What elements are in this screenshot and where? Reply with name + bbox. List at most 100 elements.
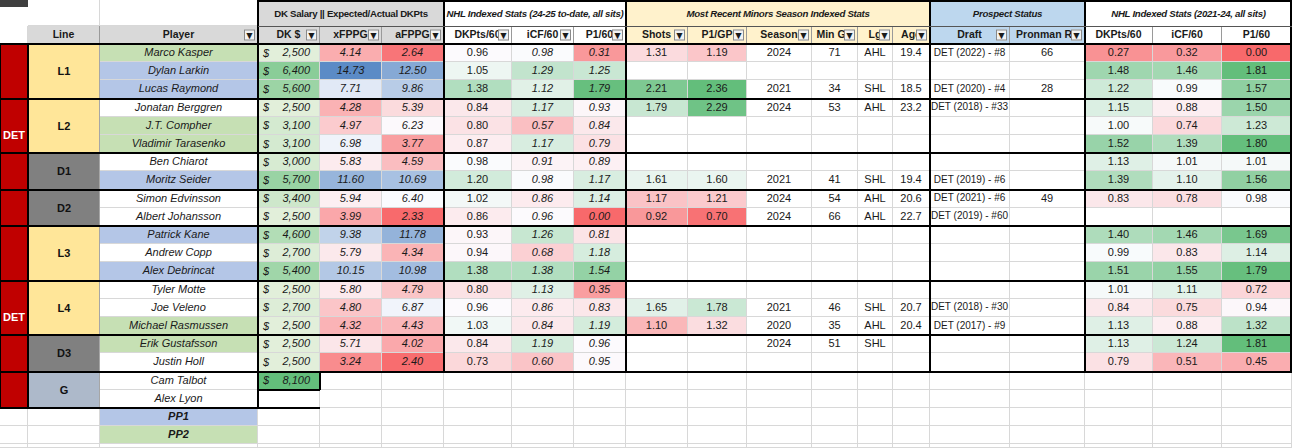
cell-dkpts60b-r18[interactable]: [1085, 372, 1153, 390]
cell-pronman-r15[interactable]: [1010, 317, 1085, 335]
cell-lg-r20[interactable]: [858, 408, 893, 426]
cell-icf60a-r1[interactable]: 1.29: [512, 62, 574, 80]
cell-season-r9[interactable]: 2024: [747, 208, 812, 226]
cell-icf60b-r16[interactable]: 1.24: [1153, 335, 1222, 353]
cell-dkpts60a-r4[interactable]: 0.80: [444, 117, 512, 135]
cell-xfppg-r21[interactable]: [320, 426, 382, 444]
cell-pronman-r20[interactable]: [1010, 408, 1085, 426]
cell-mingp-r18[interactable]: [812, 372, 858, 390]
cell-draft-r20[interactable]: [930, 408, 1010, 426]
cell-pronman-r18[interactable]: [1010, 372, 1085, 390]
cell-mingp-r3[interactable]: 53: [812, 99, 858, 117]
cell-lg-r9[interactable]: AHL: [858, 208, 893, 226]
cell-afppg-r21[interactable]: [382, 426, 444, 444]
cell-pronman-r0[interactable]: 66: [1010, 44, 1085, 62]
cell-dk-r18[interactable]: $8,100: [258, 372, 320, 390]
cell-dk-r3[interactable]: $2,500: [258, 99, 320, 117]
cell-p1gp-r8[interactable]: 1.21: [688, 190, 747, 208]
cell-dkpts60a-r19[interactable]: [444, 390, 512, 408]
cell-age-r2[interactable]: 18.5: [893, 80, 930, 98]
cell-draft-r0[interactable]: DET (2022) - #8: [930, 44, 1010, 62]
cell-season-r8[interactable]: 2024: [747, 190, 812, 208]
line-label-D3[interactable]: D3: [28, 335, 100, 371]
cell-icf60b-r5[interactable]: 1.39: [1153, 135, 1222, 153]
cell-dkpts60a-r7[interactable]: 1.20: [444, 171, 512, 189]
cell-p160b-r19[interactable]: [1222, 390, 1292, 408]
filter-button-dkpts60a[interactable]: ▼: [498, 29, 509, 40]
cell-pronman-r14[interactable]: [1010, 299, 1085, 317]
header-dkpts60b[interactable]: DKPts/60: [1085, 26, 1153, 44]
cell-p160a-r3[interactable]: 0.93: [574, 99, 626, 117]
cell-draft-r3[interactable]: DET (2018) - #33: [930, 99, 1010, 117]
cell-dkpts60a-r9[interactable]: 0.86: [444, 208, 512, 226]
cell-dkpts60b-r16[interactable]: 1.13: [1085, 335, 1153, 353]
cell-afppg-r15[interactable]: 4.43: [382, 317, 444, 335]
cell-season-r18[interactable]: [747, 372, 812, 390]
cell-afppg-r16[interactable]: 4.02: [382, 335, 444, 353]
cell-p160a-r5[interactable]: 0.79: [574, 135, 626, 153]
header-player[interactable]: Player▼: [100, 26, 258, 44]
cell-mingp-r17[interactable]: [812, 353, 858, 371]
cell-dk-r11[interactable]: $2,700: [258, 244, 320, 262]
cell-icf60b-r9[interactable]: [1153, 208, 1222, 226]
cell-mingp-r19[interactable]: [812, 390, 858, 408]
cell-draft-r18[interactable]: [930, 372, 1010, 390]
header-dk[interactable]: DK $▼: [258, 26, 320, 44]
cell-p160a-r21[interactable]: [574, 426, 626, 444]
cell-p1gp-r18[interactable]: [688, 372, 747, 390]
cell-player-r3[interactable]: Jonatan Berggren: [100, 99, 258, 117]
cell-dk-r12[interactable]: $5,400: [258, 262, 320, 280]
cell-dkpts60b-r13[interactable]: 1.01: [1085, 281, 1153, 299]
cell-shots-r13[interactable]: [626, 281, 688, 299]
header-icf60a[interactable]: iCF/60▼: [512, 26, 574, 44]
cell-shots-r11[interactable]: [626, 244, 688, 262]
cell-p160a-r7[interactable]: 1.17: [574, 171, 626, 189]
header-p1gp[interactable]: P1/GP▼: [688, 26, 747, 44]
cell-dk-r15[interactable]: $2,500: [258, 317, 320, 335]
cell-lg-r11[interactable]: [858, 244, 893, 262]
cell-icf60b-r6[interactable]: 1.01: [1153, 153, 1222, 171]
cell-p1gp-r20[interactable]: [688, 408, 747, 426]
cell-xfppg-r19[interactable]: [320, 390, 382, 408]
cell-xfppg-r7[interactable]: 11.60: [320, 171, 382, 189]
cell-mingp-r14[interactable]: 46: [812, 299, 858, 317]
cell-p160a-r2[interactable]: 1.79: [574, 80, 626, 98]
cell-player-r16[interactable]: Erik Gustafsson: [100, 335, 258, 353]
cell-dkpts60a-r2[interactable]: 1.38: [444, 80, 512, 98]
line-label-D1[interactable]: D1: [28, 153, 100, 189]
cell-icf60a-r15[interactable]: 0.84: [512, 317, 574, 335]
cell-p1gp-r17[interactable]: [688, 353, 747, 371]
cell-afppg-r11[interactable]: 4.34: [382, 244, 444, 262]
cell-season-r2[interactable]: 2021: [747, 80, 812, 98]
cell-shots-r16[interactable]: [626, 335, 688, 353]
cell-shots-r6[interactable]: [626, 153, 688, 171]
cell-p160a-r11[interactable]: 1.18: [574, 244, 626, 262]
cell-dk-r7[interactable]: $5,700: [258, 171, 320, 189]
cell-age-r19[interactable]: [893, 390, 930, 408]
cell-shots-r14[interactable]: 1.65: [626, 299, 688, 317]
cell-xfppg-r9[interactable]: 3.99: [320, 208, 382, 226]
cell-mingp-r2[interactable]: 34: [812, 80, 858, 98]
cell-mingp-r11[interactable]: [812, 244, 858, 262]
cell-p1gp-r13[interactable]: [688, 281, 747, 299]
cell-dk-r5[interactable]: $3,100: [258, 135, 320, 153]
cell-pronman-r10[interactable]: [1010, 226, 1085, 244]
cell-p160a-r20[interactable]: [574, 408, 626, 426]
cell-shots-r4[interactable]: [626, 117, 688, 135]
cell-pronman-r2[interactable]: 28: [1010, 80, 1085, 98]
cell-xfppg-r2[interactable]: 7.71: [320, 80, 382, 98]
header-afppg[interactable]: aFPPG▼: [382, 26, 444, 44]
cell-shots-r17[interactable]: [626, 353, 688, 371]
cell-xfppg-r10[interactable]: 9.38: [320, 226, 382, 244]
team-block-0[interactable]: DET: [0, 44, 28, 226]
cell-dk-r4[interactable]: $3,100: [258, 117, 320, 135]
cell-lg-r3[interactable]: AHL: [858, 99, 893, 117]
cell-shots-r18[interactable]: [626, 372, 688, 390]
cell-pronman-r1[interactable]: [1010, 62, 1085, 80]
cell-age-r12[interactable]: [893, 262, 930, 280]
cell-dkpts60b-r17[interactable]: 0.79: [1085, 353, 1153, 371]
cell-player-r18[interactable]: Cam Talbot: [100, 372, 258, 390]
cell-p160a-r14[interactable]: 0.83: [574, 299, 626, 317]
cell-p160b-r16[interactable]: 1.81: [1222, 335, 1292, 353]
group-header-dk-salary[interactable]: DK Salary || Expected/Actual DKPts: [258, 2, 444, 26]
